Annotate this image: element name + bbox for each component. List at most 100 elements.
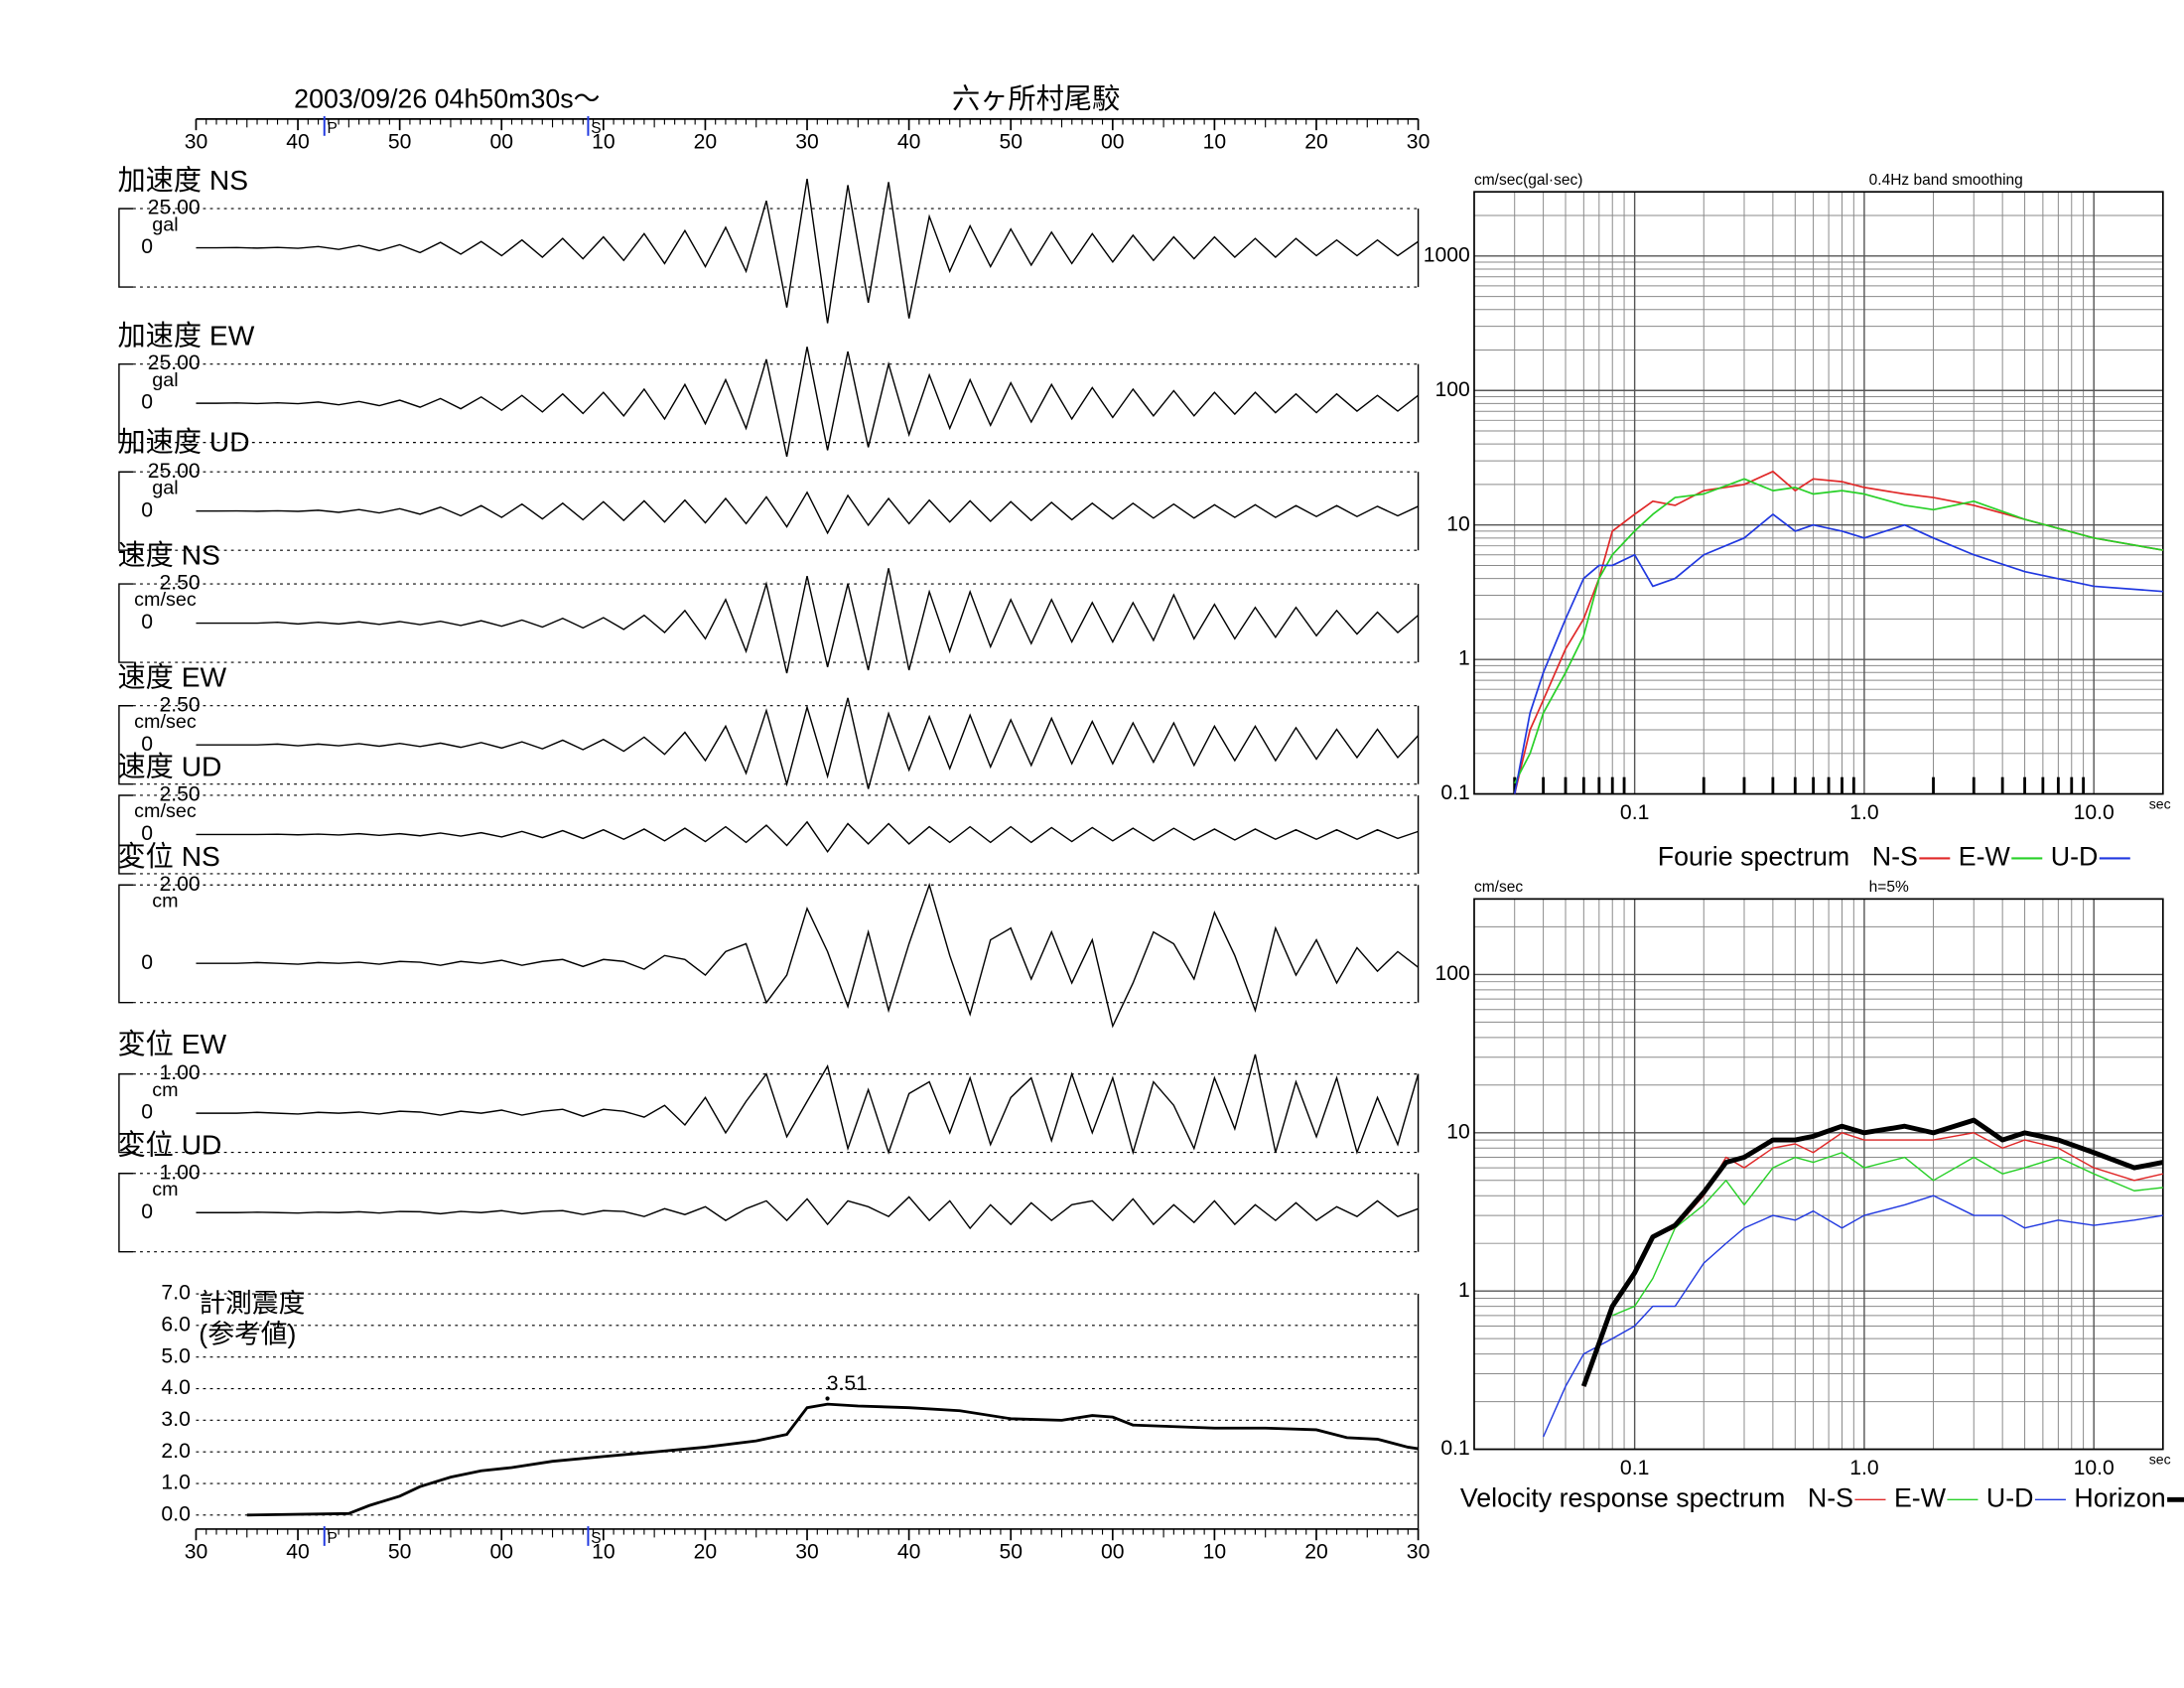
panel-bracket: [118, 362, 134, 444]
x-tick-label: 10.0: [2074, 801, 2115, 824]
y-tick-label: 1: [1458, 647, 1470, 670]
x-tick-label: 30: [795, 1541, 819, 1564]
x-tick-label: 00: [489, 1541, 513, 1564]
unit-label: cm/sec: [134, 800, 197, 822]
panel-bracket: [118, 208, 134, 288]
x-axis-label: sec: [2149, 796, 2171, 812]
x-tick-label: 0.1: [1620, 1457, 1649, 1479]
unit-label: cm: [152, 1079, 178, 1101]
x-tick-label: 30: [795, 130, 819, 153]
x-tick-label: 20: [1304, 1541, 1328, 1564]
x-tick-label: 50: [999, 130, 1023, 153]
x-tick-label: 40: [286, 1541, 310, 1564]
x-tick-label: 00: [1101, 1541, 1125, 1564]
spectrum-line: [1513, 513, 2163, 794]
panel-bracket: [118, 1173, 134, 1253]
y-tick-label: 0: [141, 951, 153, 974]
plot-note: 0.4Hz band smoothing: [1869, 172, 2023, 189]
panel-label: 加速度 UD: [117, 425, 249, 457]
unit-label: gal: [152, 369, 178, 391]
y-tick-label: 10: [1446, 1120, 1470, 1143]
panel-label: 速度 EW: [117, 660, 226, 692]
waveform: [196, 882, 1420, 1029]
y-tick-label: 25.00: [148, 460, 201, 483]
panel-bracket: [118, 705, 134, 785]
x-axis-label: sec: [2149, 1452, 2171, 1468]
x-tick-label: 30: [185, 130, 208, 153]
panel-label: 変位 NS: [117, 840, 219, 872]
unit-label: cm/sec: [134, 711, 197, 733]
spectrum-line: [1513, 470, 2163, 794]
y-axis-label: cm/sec: [1474, 879, 1523, 896]
x-tick-label: 10: [592, 130, 615, 153]
y-tick-label: 0: [141, 611, 153, 633]
panel-label: 加速度 NS: [117, 164, 248, 196]
spectrum-line: [1513, 478, 2163, 784]
x-tick-label: 10.0: [2074, 1457, 2115, 1479]
legend-label: E-W: [1959, 842, 2011, 872]
spectrum-line: [1611, 1152, 2163, 1317]
x-tick-label: 10: [592, 1541, 615, 1564]
unit-label: gal: [152, 477, 178, 498]
panel-bracket: [118, 884, 134, 1004]
x-tick-label: 40: [897, 130, 921, 153]
x-tick-label: 20: [694, 1541, 718, 1564]
unit-label: cm: [152, 1179, 178, 1200]
legend-label: N-S: [1808, 1482, 1853, 1512]
y-tick-label: 1.00: [160, 1161, 201, 1184]
y-tick-label: 1: [1458, 1279, 1470, 1302]
y-tick-label: 0: [141, 391, 153, 414]
peak-label: 3.51: [827, 1372, 868, 1395]
y-tick-label: 5.0: [161, 1344, 190, 1367]
y-tick-label: 1.00: [160, 1061, 201, 1084]
x-tick-label: 30: [185, 1541, 208, 1564]
legend-label: U-D: [2051, 842, 2099, 872]
panel-bracket: [118, 1072, 134, 1154]
x-tick-label: 0.1: [1620, 801, 1649, 824]
phase-label: P: [328, 120, 338, 137]
panel-label: 速度 UD: [117, 751, 221, 782]
phase-label: S: [591, 1530, 601, 1547]
waveform: [196, 1196, 1419, 1230]
x-tick-label: 1.0: [1849, 1457, 1878, 1479]
y-tick-label: 1.0: [161, 1472, 190, 1494]
panel-bracket: [118, 471, 134, 551]
y-tick-label: 0: [141, 498, 153, 521]
y-tick-label: 4.0: [161, 1376, 190, 1399]
legend-label: U-D: [1986, 1482, 2034, 1512]
spectrum-line: [1580, 1117, 2164, 1387]
panel-title: 計測震度: [199, 1288, 305, 1318]
x-tick-label: 10: [1203, 130, 1227, 153]
peak-marker: [825, 1396, 830, 1401]
x-tick-label: 50: [999, 1541, 1023, 1564]
panel-label: 変位 EW: [117, 1028, 226, 1059]
legend-title: Fourie spectrum: [1658, 842, 1849, 872]
intensity-line: [246, 1402, 1419, 1517]
waveform: [196, 697, 1420, 789]
spectrum-line: [1543, 1195, 2163, 1438]
waveform: [196, 178, 1419, 324]
x-tick-label: 10: [1203, 1541, 1227, 1564]
x-tick-label: 50: [388, 130, 412, 153]
panel-label: 加速度 EW: [117, 319, 254, 351]
y-tick-label: 10: [1446, 512, 1470, 535]
y-tick-label: 25.00: [148, 352, 201, 374]
legend-title: Velocity response spectrum: [1460, 1482, 1785, 1512]
y-tick-label: 1000: [1424, 243, 1470, 266]
panel-subtitle: (参考値): [199, 1319, 296, 1348]
panel-bracket: [118, 583, 134, 663]
x-tick-label: 00: [1101, 130, 1125, 153]
y-tick-label: 0.1: [1440, 781, 1469, 804]
plot-frame: [1473, 191, 2164, 795]
x-tick-label: 30: [1407, 1541, 1431, 1564]
y-tick-label: 2.50: [160, 693, 201, 716]
station-name: 六ヶ所村尾駮: [952, 82, 1120, 114]
y-tick-label: 0: [141, 1101, 153, 1124]
x-tick-label: 00: [489, 130, 513, 153]
x-tick-label: 30: [1407, 130, 1431, 153]
waveform: [196, 1054, 1420, 1156]
y-tick-label: 2.0: [161, 1440, 190, 1463]
unit-label: cm/sec: [134, 589, 197, 611]
